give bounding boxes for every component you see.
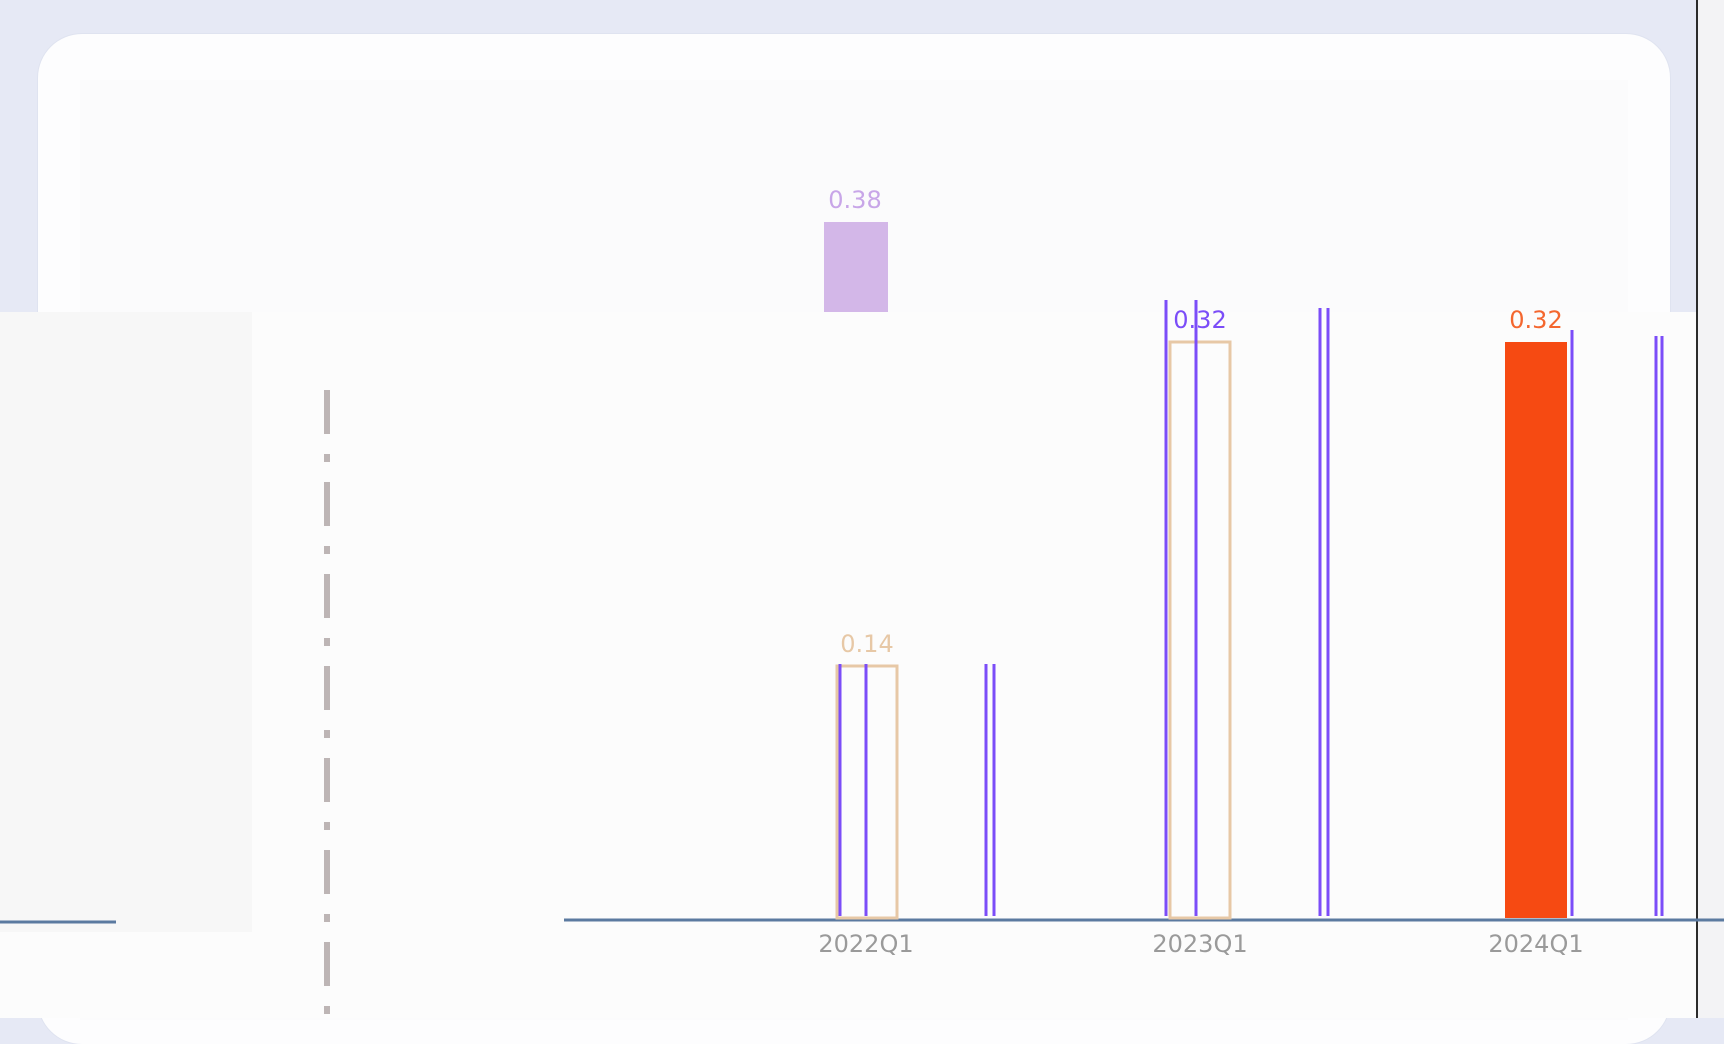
bar-outline-accents (838, 300, 1664, 916)
bar-2022q1-series2 (824, 222, 888, 312)
bar-2023q1 (1168, 340, 1232, 920)
bar-chart: 2022Q1 2023Q1 2024Q1 0.38 0.14 0.32 0.32 (0, 186, 1724, 1018)
scrollbar[interactable] (1696, 0, 1724, 1018)
value-label-0-32-b: 0.32 (1509, 306, 1562, 334)
left-strip (0, 312, 252, 932)
tick-label-2023q1: 2023Q1 (1152, 930, 1247, 958)
value-label-0-38: 0.38 (828, 186, 881, 214)
tick-label-2024q1: 2024Q1 (1488, 930, 1583, 958)
value-label-0-14: 0.14 (840, 630, 893, 658)
tick-label-2022q1: 2022Q1 (818, 930, 913, 958)
bar-2024q1 (1505, 342, 1567, 918)
value-label-0-32-a: 0.32 (1173, 306, 1226, 334)
